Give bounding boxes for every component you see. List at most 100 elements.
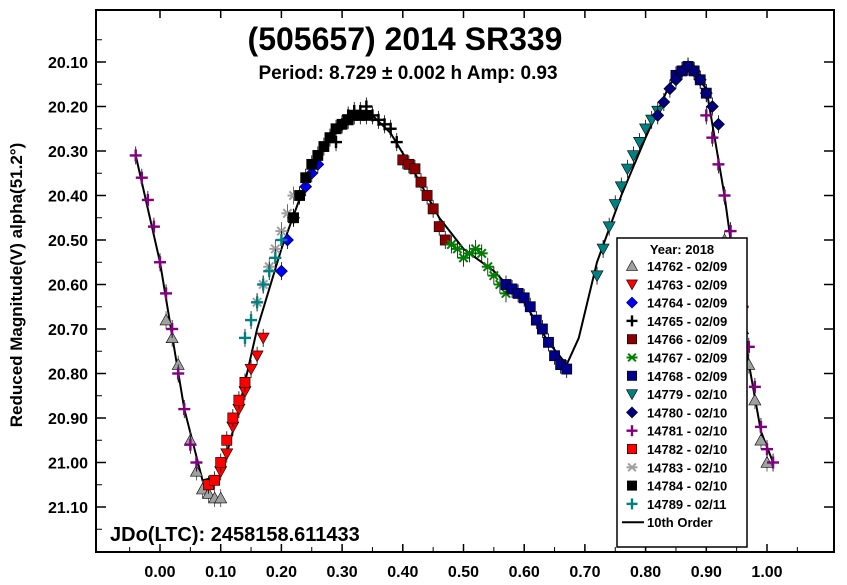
data-point (238, 331, 251, 344)
legend-marker (625, 279, 639, 291)
data-point (263, 265, 276, 278)
data-point (718, 189, 731, 202)
data-point (159, 313, 173, 326)
data-point (530, 314, 542, 326)
data-point (135, 171, 148, 184)
legend-label: 14779 - 02/10 (647, 387, 727, 402)
y-axis-label: Reduced Magnitude(V) alpha(51.2°) (7, 143, 26, 428)
data-point (256, 332, 270, 345)
data-point (469, 243, 482, 254)
legend: Year: 2018 14762 - 02/09 14763 - 02/09 147… (616, 237, 748, 548)
data-point (657, 95, 671, 109)
data-point (754, 433, 768, 446)
data-point (445, 239, 458, 250)
y-tick-label: 20.50 (48, 233, 88, 250)
data-point (487, 270, 500, 281)
legend-marker (626, 296, 638, 309)
data-point (257, 278, 270, 291)
series-9 (651, 57, 725, 134)
data-point (227, 412, 239, 424)
data-point (372, 113, 385, 126)
chart-title: (505657) 2014 SR339 (248, 21, 563, 57)
data-point (275, 234, 288, 246)
data-point (451, 243, 464, 254)
x-tick-label: 0.80 (630, 564, 661, 581)
plot-frame (95, 9, 835, 553)
data-point (415, 176, 427, 188)
data-point (147, 220, 160, 233)
chart-subtitle: Period: 8.729 ± 0.002 h Amp: 0.93 (258, 63, 557, 84)
data-point (457, 252, 470, 263)
data-point (250, 350, 264, 363)
x-tick-label: 0.40 (387, 564, 418, 581)
data-point (184, 438, 197, 451)
legend-label: 14764 - 02/09 (647, 296, 727, 311)
series-14 (238, 231, 288, 347)
legend-marker (625, 259, 639, 271)
data-point (705, 100, 719, 113)
data-point (549, 350, 560, 362)
legend-marker (627, 370, 637, 381)
data-point (687, 64, 701, 78)
y-tick-label: 20.20 (48, 100, 88, 117)
legend-label: 14768 - 02/09 (647, 369, 727, 384)
series-13 (288, 106, 372, 227)
data-point (524, 301, 536, 313)
data-point (154, 256, 166, 269)
data-point (608, 199, 622, 212)
data-point (614, 181, 628, 194)
y-tick-label: 21.10 (48, 500, 88, 517)
data-point (384, 122, 397, 135)
data-point (239, 376, 251, 388)
legend-label: 14765 - 02/09 (647, 314, 727, 329)
data-point (663, 82, 677, 96)
x-tick-label: 0.20 (266, 564, 297, 581)
legend-marker (626, 462, 638, 472)
legend-marker (626, 498, 638, 510)
legend-box (616, 237, 748, 548)
x-tick-label: 0.00 (144, 564, 175, 581)
data-point (421, 190, 433, 201)
legend-marker (627, 444, 637, 454)
data-point (409, 163, 421, 175)
data-point (700, 109, 713, 122)
data-point (706, 131, 719, 144)
legend-label: 14782 - 02/10 (647, 442, 727, 457)
data-point (233, 394, 245, 406)
y-tick-label: 20.10 (48, 55, 88, 72)
data-point (543, 336, 554, 348)
legend-marker (626, 406, 638, 419)
data-point (699, 86, 713, 100)
data-point (712, 117, 725, 131)
data-point (269, 251, 282, 264)
x-tick-label: 0.30 (327, 564, 358, 581)
x-tick-label: 0.50 (448, 564, 479, 581)
data-point (172, 367, 185, 380)
data-point (693, 73, 707, 87)
data-point (209, 474, 221, 486)
data-point (390, 136, 403, 149)
data-point (166, 323, 179, 335)
data-point (378, 118, 391, 131)
data-point (294, 190, 306, 201)
data-point (221, 434, 233, 446)
data-point (633, 137, 647, 149)
y-tick-label: 20.80 (48, 367, 88, 384)
y-tick-label: 20.30 (48, 144, 88, 161)
series-11 (203, 373, 251, 494)
data-point (712, 158, 725, 171)
legend-label: 14762 - 02/09 (647, 259, 727, 274)
data-point (669, 73, 683, 87)
x-tick-label: 0.10 (205, 564, 236, 581)
x-tick-label: 0.60 (509, 564, 540, 581)
data-point (306, 158, 318, 170)
legend-label: 14789 - 02/11 (647, 497, 727, 512)
data-point (215, 457, 227, 468)
y-tick-label: 20.60 (48, 278, 88, 295)
data-point (318, 141, 330, 152)
data-point (244, 363, 258, 376)
data-point (475, 248, 488, 259)
y-tick-label: 21.00 (48, 456, 88, 473)
data-point (463, 248, 476, 259)
